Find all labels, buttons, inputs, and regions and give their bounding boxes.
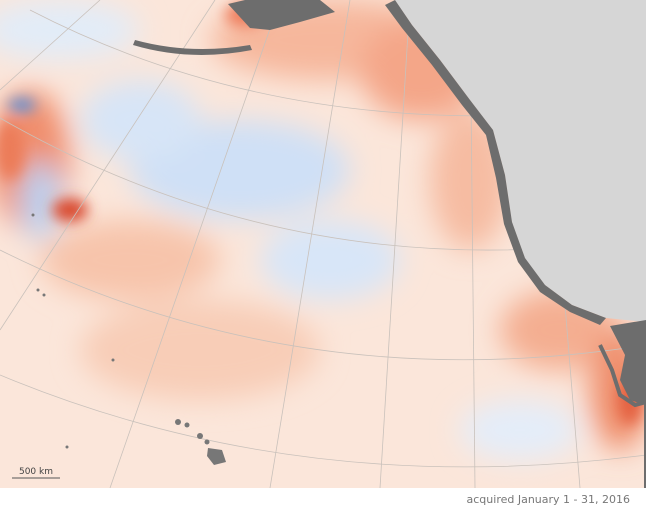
caption: acquired January 1 - 31, 2016 [466,493,630,506]
parallel [0,249,646,361]
mexico-coast [598,344,646,488]
islands [31,213,115,449]
aleutians [133,40,252,55]
alaska [228,0,335,30]
meridian [269,0,351,488]
meridian [109,0,281,488]
baja [610,320,646,405]
anomaly-field [0,0,646,488]
scale-bar: 500 km [12,467,60,479]
coastline [385,0,606,325]
meridian [379,0,411,488]
meridian [0,0,101,91]
hawaii [175,419,226,465]
meridian [0,0,216,331]
parallel [0,374,646,468]
land [395,0,646,322]
map: 500 km [0,0,646,488]
scale-bar-label: 500 km [19,467,53,477]
